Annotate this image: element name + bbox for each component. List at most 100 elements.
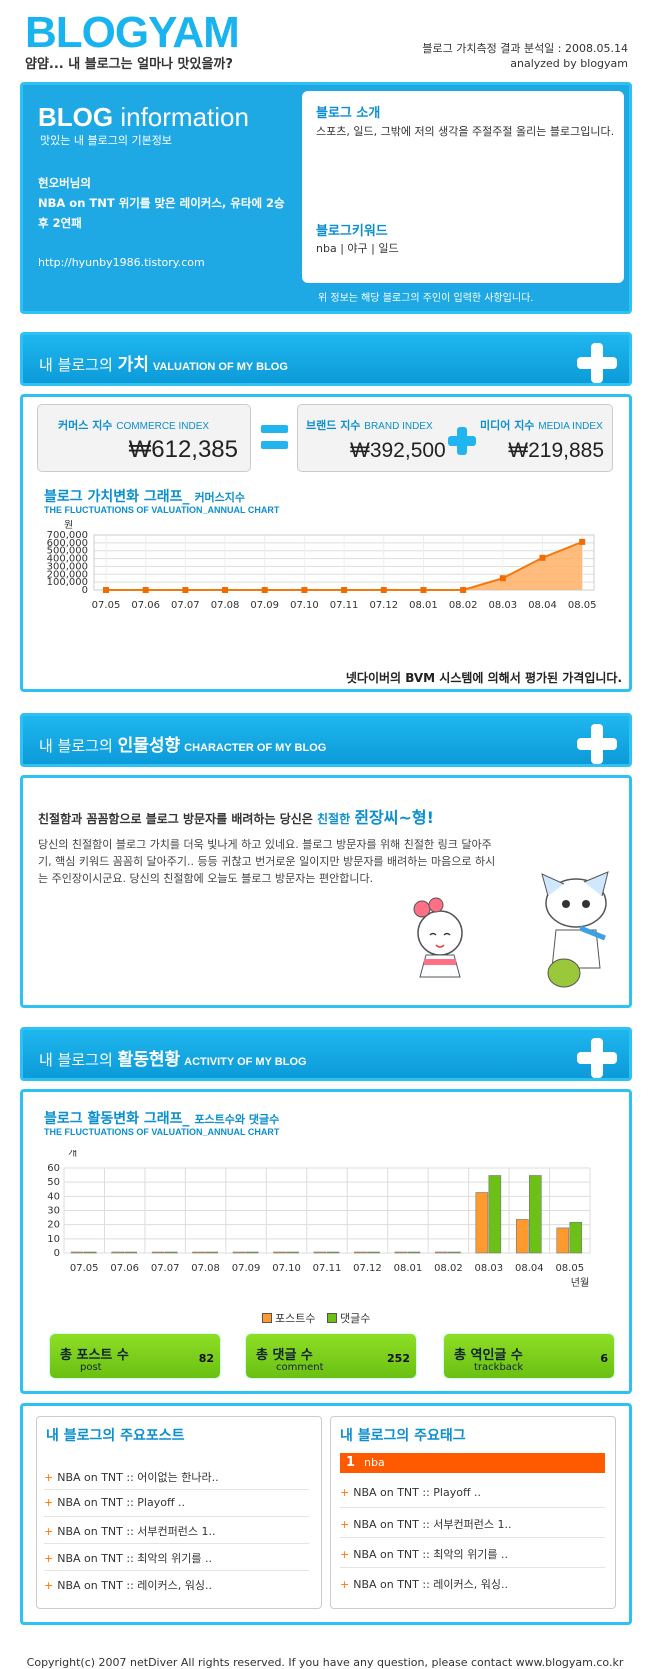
x-tick-label: 07.06 — [110, 1263, 139, 1274]
y-tick-label: 300,000 — [47, 561, 88, 572]
expand-plus-icon[interactable] — [575, 341, 619, 385]
list-item-label: NBA on TNT :: 어이없는 한나라.. — [57, 1471, 219, 1484]
data-point — [341, 587, 348, 593]
main-tags-title: 내 블로그의 주요태그 — [340, 1428, 466, 1444]
list-item-label: NBA on TNT :: Playoff .. — [353, 1486, 482, 1499]
y-tick-label: 20 — [47, 1220, 60, 1231]
bar-comments — [164, 1251, 178, 1254]
blogyam-logo[interactable]: BLOGYAM — [25, 8, 240, 57]
data-point — [380, 587, 387, 593]
series-area — [106, 541, 583, 590]
legend-label-comments: 댓글수 — [339, 1312, 371, 1325]
x-tick-label: 07.07 — [171, 600, 200, 611]
brand-index-value: ₩392,500 — [350, 439, 446, 462]
bullet-icon: + — [44, 1579, 54, 1592]
list-item-label: NBA on TNT :: 레이커스, 워싱.. — [57, 1579, 212, 1592]
bullet-icon: + — [44, 1496, 54, 1509]
bar-posts — [435, 1251, 448, 1254]
data-point — [301, 587, 308, 593]
y-tick-label: 500,000 — [47, 546, 88, 557]
blog-url-link[interactable]: http://hyunby1986.tistory.com — [38, 256, 205, 269]
bar-posts — [313, 1251, 327, 1254]
activity-section-header: 내 블로그의 활동현황 ACTIVITY OF MY BLOG — [20, 1027, 632, 1081]
valuation-chart-subtitle: THE FLUCTUATIONS OF VALUATION_ANNUAL CHA… — [44, 505, 280, 515]
top-tag-row[interactable]: 1 nba — [340, 1453, 605, 1473]
bar-comments — [245, 1251, 259, 1254]
expand-plus-icon[interactable] — [575, 1036, 619, 1080]
stat-label-en: trackback — [474, 1362, 524, 1373]
x-tick-label: 07.07 — [151, 1263, 180, 1274]
bar-comments — [83, 1251, 97, 1254]
list-item-link[interactable]: + NBA on TNT :: Playoff .. — [340, 1486, 481, 1499]
legend-swatch-comments — [326, 1313, 337, 1323]
list-item-label: NBA on TNT :: 서부컨퍼런스 1.. — [353, 1518, 512, 1531]
data-point — [142, 587, 149, 593]
data-point — [579, 538, 586, 545]
valuation-note: 넷다이버의 BVM 시스템에 의해서 평가된 가격입니다. — [345, 671, 622, 685]
y-tick-label: 400,000 — [47, 554, 88, 565]
stat-label-en: post — [80, 1362, 102, 1373]
divider — [44, 1569, 309, 1571]
info-subtitle: 맛있는 내 블로그의 기본정보 — [40, 134, 172, 147]
stat-card-posts: 총 포스트 수 post 82 — [49, 1333, 221, 1379]
valuation-heading: 내 블로그의 가치 VALUATION OF MY BLOG — [39, 355, 288, 375]
y-tick-label: 10 — [47, 1234, 60, 1245]
x-tick-label: 07.08 — [211, 600, 240, 611]
bullet-icon: + — [44, 1471, 54, 1484]
x-tick-label: 08.01 — [394, 1263, 423, 1274]
bar-comments — [205, 1251, 218, 1254]
list-item-link[interactable]: + NBA on TNT :: 레이커스, 워싱.. — [340, 1576, 508, 1592]
intro-label: 블로그 소개 — [316, 106, 381, 121]
expand-plus-icon[interactable] — [575, 722, 619, 766]
bullet-icon: + — [340, 1548, 350, 1561]
bar-posts — [232, 1251, 246, 1254]
main-posts-box — [36, 1416, 322, 1609]
list-item-link[interactable]: + NBA on TNT :: 서부컨퍼런스 1.. — [340, 1516, 512, 1532]
y-tick-label: 30 — [47, 1206, 60, 1217]
x-tick-label: 07.08 — [191, 1263, 220, 1274]
character-heading: 내 블로그의 인물성향 CHARACTER OF MY BLOG — [39, 736, 327, 756]
list-item-link[interactable]: + NBA on TNT :: 서부컨퍼런스 1.. — [44, 1523, 216, 1539]
activity-heading: 내 블로그의 활동현황 ACTIVITY OF MY BLOG — [39, 1050, 307, 1070]
character-panel — [20, 775, 632, 1008]
list-item-link[interactable]: + NBA on TNT :: Playoff .. — [44, 1496, 185, 1509]
commerce-index-label: 커머스 지수 COMMERCE INDEX — [58, 419, 210, 432]
x-tick-label: 08.04 — [528, 600, 557, 611]
character-illustration-boy — [541, 871, 609, 988]
stat-card-comments: 총 댓글 수 comment 252 — [245, 1333, 417, 1379]
bar-posts — [111, 1251, 124, 1254]
character-section-header: 내 블로그의 인물성향 CHARACTER OF MY BLOG — [20, 713, 632, 767]
analyzed-by: analyzed by blogyam — [510, 57, 628, 70]
x-axis-label: 년월 — [571, 1277, 589, 1289]
data-point — [420, 587, 427, 593]
data-point — [222, 587, 229, 593]
x-tick-label: 07.10 — [272, 1263, 301, 1274]
list-item-link[interactable]: + NBA on TNT :: 최악의 위기를 .. — [44, 1550, 212, 1566]
list-item-link[interactable]: + NBA on TNT :: 어이없는 한나라.. — [44, 1469, 219, 1485]
activity-chart-subtitle: THE FLUCTUATIONS OF VALUATION_ANNUAL CHA… — [44, 1127, 280, 1137]
x-tick-label: 08.01 — [409, 600, 438, 611]
divider — [44, 1488, 309, 1490]
valuation-section-header: 내 블로그의 가치 VALUATION OF MY BLOG — [20, 332, 632, 386]
y-tick-label: 200,000 — [47, 569, 88, 580]
keyword-list: nba | 야구 | 일드 — [316, 242, 399, 255]
bar-comments — [367, 1251, 380, 1254]
x-tick-label: 07.10 — [290, 600, 319, 611]
bar-comments — [488, 1175, 502, 1254]
stat-label: 총 댓글 수 — [256, 1348, 313, 1363]
top-tag-name: nba — [364, 1456, 385, 1469]
legend-label-posts: 포스트수 — [275, 1312, 316, 1325]
list-item-label: NBA on TNT :: 서부컨퍼런스 1.. — [57, 1525, 216, 1538]
main-tags-box — [330, 1416, 616, 1609]
x-tick-label: 07.12 — [353, 1263, 382, 1274]
y-tick-label: 60 — [47, 1163, 60, 1174]
x-tick-label: 08.05 — [568, 600, 597, 611]
list-item-link[interactable]: + NBA on TNT :: 레이커스, 워싱.. — [44, 1577, 212, 1593]
bullet-icon: + — [340, 1486, 350, 1499]
intro-text: 스포츠, 일드, 그밖에 저의 생각을 주절주절 올리는 블로그입니다. — [316, 125, 615, 138]
stat-value: 6 — [600, 1352, 608, 1365]
x-tick-label: 07.12 — [369, 600, 398, 611]
bar-posts — [273, 1251, 286, 1254]
list-item-link[interactable]: + NBA on TNT :: 최악의 위기를 .. — [340, 1546, 508, 1562]
bar-posts — [475, 1192, 489, 1254]
